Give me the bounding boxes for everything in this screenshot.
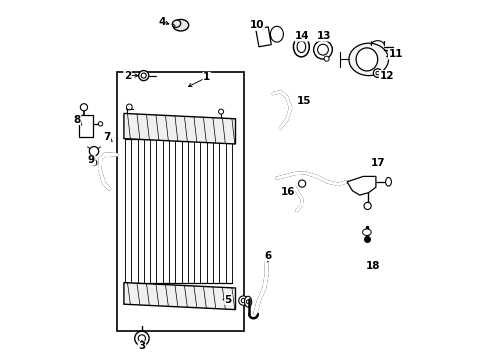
Polygon shape xyxy=(123,283,235,310)
Text: 11: 11 xyxy=(387,49,402,59)
Circle shape xyxy=(134,331,149,346)
Ellipse shape xyxy=(385,177,390,186)
Circle shape xyxy=(324,56,328,61)
Ellipse shape xyxy=(172,19,188,31)
Text: 4: 4 xyxy=(158,17,165,27)
Text: 9: 9 xyxy=(88,155,95,165)
Text: 14: 14 xyxy=(294,31,309,41)
Circle shape xyxy=(91,160,97,166)
Circle shape xyxy=(80,104,87,111)
Circle shape xyxy=(317,44,328,55)
Circle shape xyxy=(211,295,216,301)
Circle shape xyxy=(238,296,247,305)
Text: 1: 1 xyxy=(203,72,210,82)
Circle shape xyxy=(263,35,267,40)
Circle shape xyxy=(138,335,145,342)
Circle shape xyxy=(246,300,249,303)
Ellipse shape xyxy=(296,41,305,53)
Polygon shape xyxy=(123,113,235,144)
Text: 13: 13 xyxy=(316,31,330,41)
Circle shape xyxy=(225,138,230,143)
Text: 5: 5 xyxy=(224,294,231,305)
Text: 6: 6 xyxy=(264,251,271,261)
Circle shape xyxy=(171,293,177,299)
Circle shape xyxy=(353,179,364,190)
Circle shape xyxy=(141,73,146,78)
Bar xyxy=(79,115,93,137)
Circle shape xyxy=(260,32,270,43)
Text: 17: 17 xyxy=(369,158,384,168)
Circle shape xyxy=(298,180,305,187)
Ellipse shape xyxy=(348,43,387,76)
Circle shape xyxy=(126,104,132,110)
Circle shape xyxy=(363,202,370,210)
Ellipse shape xyxy=(172,20,181,27)
Circle shape xyxy=(218,109,223,114)
Text: 2: 2 xyxy=(123,71,131,81)
Text: 8: 8 xyxy=(73,114,81,125)
Polygon shape xyxy=(346,176,375,195)
Circle shape xyxy=(132,291,137,297)
Circle shape xyxy=(89,147,99,156)
Text: 15: 15 xyxy=(296,96,310,106)
Circle shape xyxy=(356,182,361,187)
Bar xyxy=(125,139,231,283)
Text: 16: 16 xyxy=(280,186,294,197)
Circle shape xyxy=(98,122,102,126)
Text: 12: 12 xyxy=(379,71,393,81)
Circle shape xyxy=(139,71,148,81)
Text: 18: 18 xyxy=(366,261,380,271)
Circle shape xyxy=(241,298,245,303)
Ellipse shape xyxy=(355,48,377,71)
Text: 3: 3 xyxy=(138,341,145,351)
Bar xyxy=(117,72,244,331)
Circle shape xyxy=(373,69,381,77)
Circle shape xyxy=(375,71,379,75)
Bar xyxy=(255,27,271,47)
Ellipse shape xyxy=(293,37,309,57)
Ellipse shape xyxy=(244,296,251,307)
Ellipse shape xyxy=(362,229,370,235)
Text: 7: 7 xyxy=(103,132,110,142)
Circle shape xyxy=(313,40,332,59)
Text: 10: 10 xyxy=(249,20,264,30)
